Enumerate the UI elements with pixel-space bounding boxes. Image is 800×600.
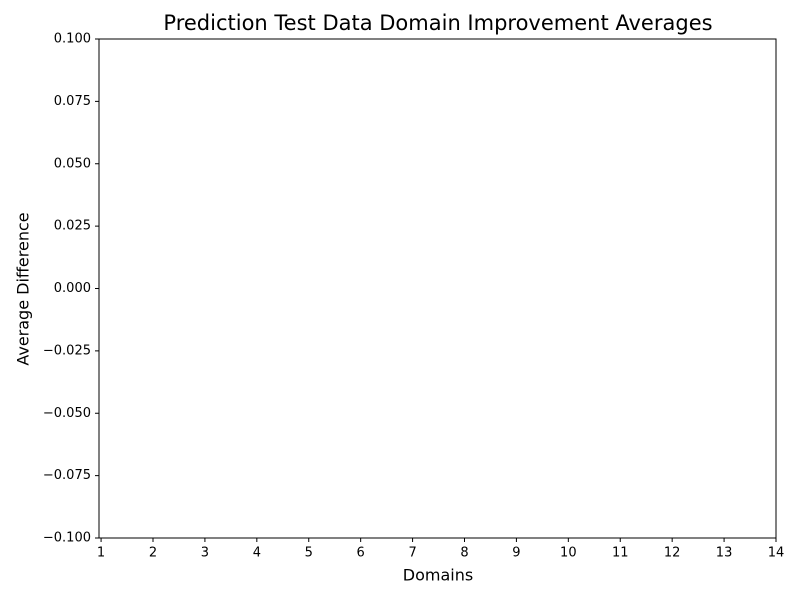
x-tick-label: 4	[253, 546, 261, 561]
y-tick-label: 0.050	[54, 156, 91, 171]
x-tick-label: 10	[560, 546, 577, 561]
x-tick-label: 7	[408, 546, 416, 561]
x-axis-label: Domains	[403, 566, 473, 585]
x-tick-label: 2	[149, 546, 157, 561]
y-tick-label: −0.050	[43, 406, 91, 421]
x-tick-label: 1	[97, 546, 105, 561]
y-tick-label: 0.075	[54, 94, 91, 109]
chart-title: Prediction Test Data Domain Improvement …	[163, 11, 712, 35]
y-tick-label: 0.000	[54, 281, 91, 296]
y-tick-label: −0.025	[43, 343, 91, 358]
x-tick-label: 9	[512, 546, 520, 561]
x-tick-label: 6	[357, 546, 365, 561]
x-tick-label: 5	[305, 546, 313, 561]
y-tick-label: −0.100	[43, 531, 91, 546]
y-tick-label: 0.100	[54, 32, 91, 47]
x-tick-label: 12	[664, 546, 681, 561]
y-tick-label: −0.075	[43, 468, 91, 483]
x-tick-label: 3	[201, 546, 209, 561]
x-tick-label: 13	[716, 546, 733, 561]
x-tick-label: 14	[768, 546, 785, 561]
x-tick-label: 11	[612, 546, 629, 561]
y-tick-label: 0.025	[54, 219, 91, 234]
y-axis-label: Average Difference	[14, 212, 33, 365]
x-tick-label: 8	[460, 546, 468, 561]
